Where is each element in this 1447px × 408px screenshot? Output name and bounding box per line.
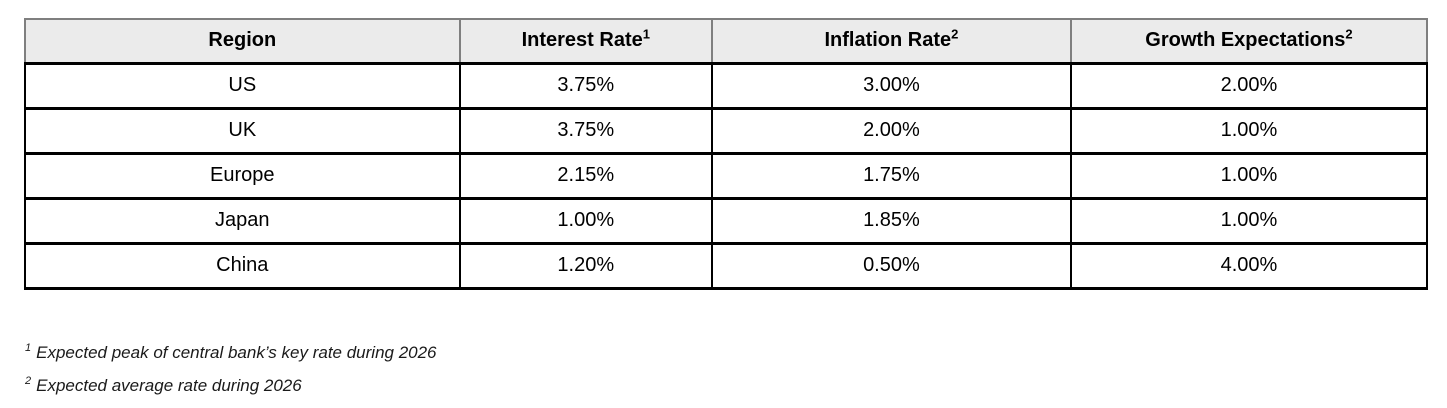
table-header-row: Region Interest Rate1 Inflation Rate2 Gr…: [24, 18, 1429, 65]
cell-growth-expectations: 1.00%: [1069, 151, 1429, 200]
footnote-2-text: Expected average rate during 2026: [36, 376, 302, 395]
footnote-2-marker: 2: [25, 375, 32, 388]
footnote-2: 2 Expected average rate during 2026: [25, 369, 437, 402]
col-header-region: Region: [24, 18, 461, 65]
cell-interest-rate: 3.75%: [458, 61, 713, 110]
col-header-growth-expectations: Growth Expectations2: [1069, 18, 1429, 65]
cell-interest-rate: 2.15%: [458, 151, 713, 200]
cell-inflation-rate: 1.85%: [710, 196, 1072, 245]
table-row-japan: Japan 1.00% 1.85% 1.00%: [24, 196, 1429, 245]
cell-growth-expectations: 1.00%: [1069, 106, 1429, 155]
cell-region: Europe: [24, 151, 461, 200]
col-header-growth-expectations-superscript: 2: [1345, 26, 1353, 42]
table-row-china: China 1.20% 0.50% 4.00%: [24, 241, 1429, 290]
col-header-inflation-rate: Inflation Rate2: [710, 18, 1072, 65]
col-header-interest-rate: Interest Rate1: [458, 18, 713, 65]
cell-inflation-rate: 1.75%: [710, 151, 1072, 200]
cell-region: China: [24, 241, 461, 290]
col-header-inflation-rate-label: Inflation Rate: [824, 29, 952, 52]
table-row-europe: Europe 2.15% 1.75% 1.00%: [24, 151, 1429, 200]
table-row-us: US 3.75% 3.00% 2.00%: [24, 61, 1429, 110]
cell-growth-expectations: 2.00%: [1069, 61, 1429, 110]
cell-growth-expectations: 1.00%: [1069, 196, 1429, 245]
footnote-1-text: Expected peak of central bank’s key rate…: [36, 343, 437, 362]
cell-interest-rate: 1.20%: [458, 241, 713, 290]
col-header-inflation-rate-superscript: 2: [951, 26, 959, 42]
cell-inflation-rate: 2.00%: [710, 106, 1072, 155]
economic-rates-table: Region Interest Rate1 Inflation Rate2 Gr…: [24, 18, 1429, 290]
cell-region: Japan: [24, 196, 461, 245]
cell-region: UK: [24, 106, 461, 155]
table-row-uk: UK 3.75% 2.00% 1.00%: [24, 106, 1429, 155]
cell-inflation-rate: 3.00%: [710, 61, 1072, 110]
cell-interest-rate: 1.00%: [458, 196, 713, 245]
cell-region: US: [24, 61, 461, 110]
cell-inflation-rate: 0.50%: [710, 241, 1072, 290]
col-header-interest-rate-superscript: 1: [642, 26, 650, 42]
footnote-1-marker: 1: [25, 342, 32, 355]
footnotes: 1 Expected peak of central bank’s key rat…: [25, 336, 437, 402]
cell-interest-rate: 3.75%: [458, 106, 713, 155]
col-header-region-label: Region: [208, 29, 277, 52]
col-header-interest-rate-label: Interest Rate: [521, 29, 643, 52]
cell-growth-expectations: 4.00%: [1069, 241, 1429, 290]
footnote-1: 1 Expected peak of central bank’s key rat…: [25, 336, 437, 369]
col-header-growth-expectations-label: Growth Expectations: [1145, 29, 1346, 52]
